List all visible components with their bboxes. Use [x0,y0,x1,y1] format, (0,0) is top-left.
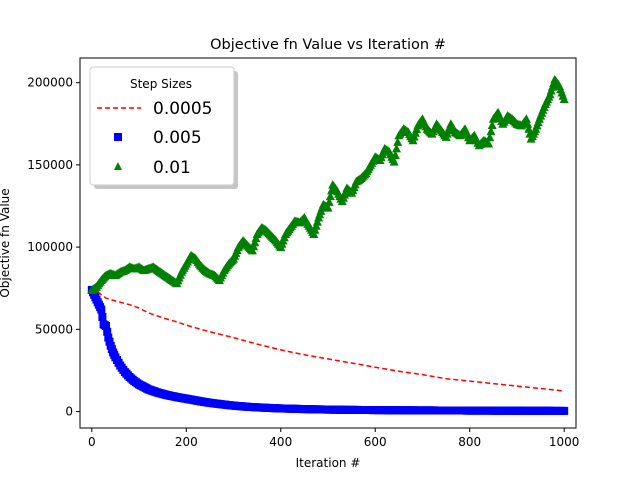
data-point [324,197,334,206]
data-point [523,119,533,128]
y-tick-label: 100000 [27,240,73,254]
legend-marker-0.005 [114,133,122,141]
data-point [98,313,107,321]
legend-marker-0.01 [114,162,122,170]
data-point [485,132,495,142]
y-axis-ticks: 0 50000 100000 150000 200000 [27,76,80,419]
x-tick-label: 1000 [549,435,580,449]
x-axis-label: Iteration # [296,456,361,470]
legend-box [89,66,235,186]
legend-title: Step Sizes [130,77,192,91]
data-point [487,120,497,129]
series-0.01 [87,74,569,294]
series-0.005 [87,285,569,415]
legend: Step Sizes 0.0005 0.005 0.01 [89,66,238,189]
data-point [323,203,333,212]
data-point [392,143,401,153]
data-point [393,137,403,146]
data-point [486,126,496,136]
legend-label-0.0005: 0.0005 [153,99,212,119]
data-point [105,337,114,346]
data-point [97,305,106,314]
x-tick-label: 600 [364,435,387,449]
data-point [560,406,569,415]
data-point [390,150,400,159]
legend-label-0.005: 0.005 [153,128,202,148]
y-tick-label: 50000 [35,322,73,336]
chart-title: Objective fn Value vs Iteration # [210,37,446,53]
data-point [484,139,494,148]
x-tick-label: 200 [175,435,198,449]
y-tick-label: 200000 [27,76,73,90]
y-axis-label: Objective fn Value [0,188,12,297]
data-point [389,157,399,166]
data-point [521,114,531,123]
x-axis-ticks: 0 200 400 600 800 1000 [88,428,579,449]
data-point [559,94,569,104]
series-0.0005 [91,286,565,392]
y-tick-label: 0 [65,405,73,419]
data-point [102,322,110,330]
series-line-0.0005 [91,286,565,392]
x-tick-label: 400 [269,435,292,449]
data-point [104,333,113,342]
x-tick-label: 800 [458,435,481,449]
x-tick-label: 0 [88,435,96,449]
y-tick-label: 150000 [27,158,73,172]
data-point [325,191,335,201]
plot-frame [79,57,577,429]
legend-label-0.01: 0.01 [153,158,191,178]
series-layer [87,74,569,415]
data-point [103,327,112,336]
data-point [524,124,534,133]
